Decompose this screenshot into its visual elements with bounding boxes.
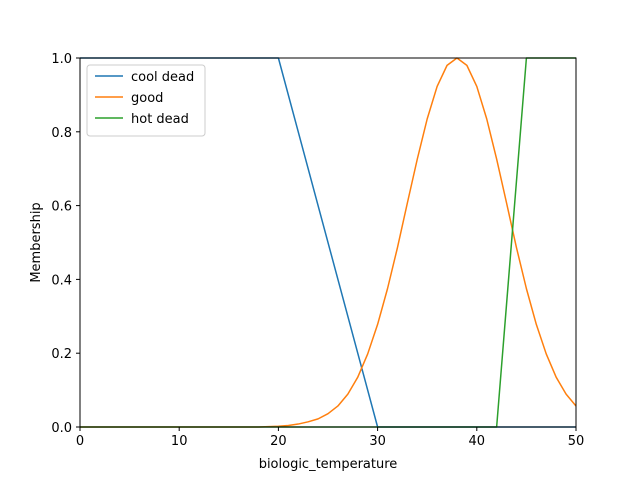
axes-frame [79, 57, 577, 428]
legend: cool dead good hot dead [86, 64, 206, 137]
legend-label: good [131, 91, 163, 106]
series-line-1 [80, 57, 577, 428]
x-tick-label: 20 [270, 434, 287, 449]
x-tick-label: 10 [171, 434, 188, 449]
legend-label: hot dead [131, 112, 189, 127]
x-axis-title: biologic_temperature [259, 457, 398, 472]
y-axis-title: Membership [29, 202, 44, 282]
axes [79, 57, 577, 428]
y-tick-label: 0.2 [51, 347, 72, 362]
y-tick-label: 0.4 [51, 273, 72, 288]
x-tick-label: 0 [76, 434, 84, 449]
legend-label: cool dead [131, 70, 194, 85]
x-tick-label: 30 [369, 434, 386, 449]
y-tick-label: 0.6 [51, 200, 72, 215]
y-tick-label: 1.0 [51, 52, 72, 67]
x-tick-label: 50 [568, 434, 585, 449]
y-tick-label: 0.0 [51, 421, 72, 436]
x-tick-label: 40 [469, 434, 486, 449]
ticks: 0 10 20 30 40 50 0.0 0.2 0.4 0.6 0.8 1.0 [51, 52, 584, 449]
y-tick-label: 0.8 [51, 126, 72, 141]
